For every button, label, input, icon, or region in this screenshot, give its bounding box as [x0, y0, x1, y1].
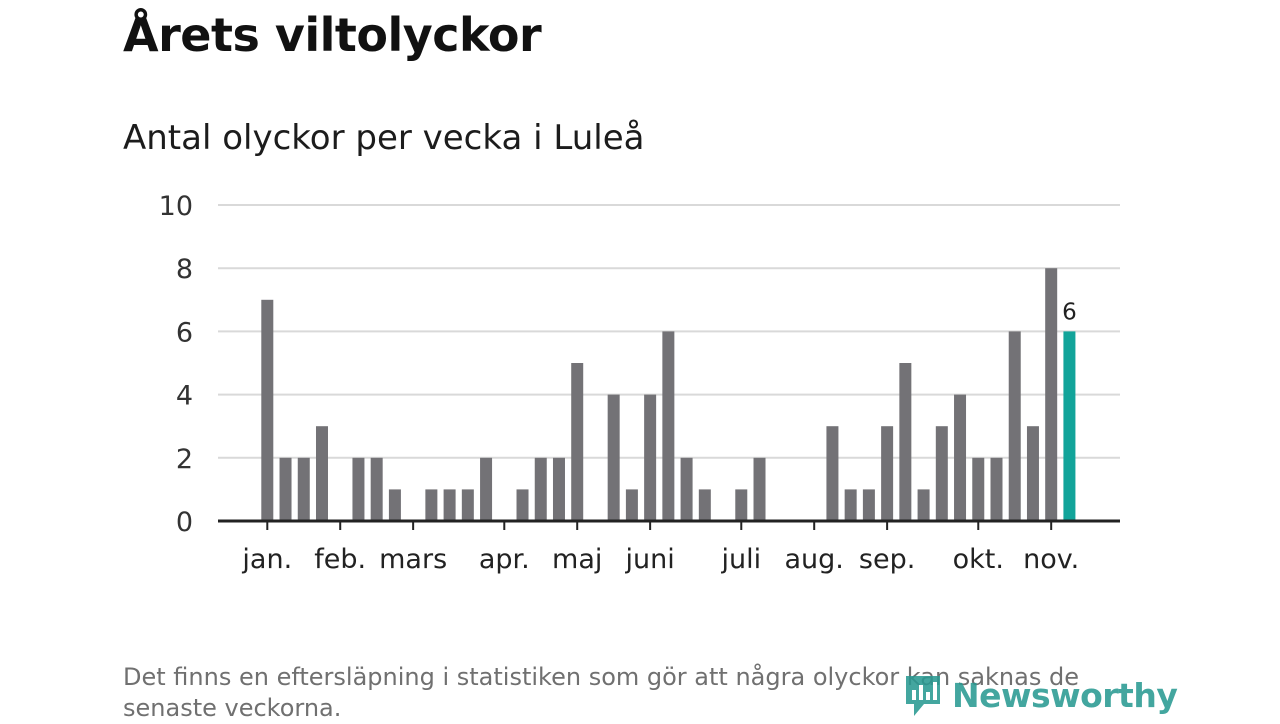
bar — [315, 426, 328, 521]
y-tick-label: 4 — [176, 381, 193, 412]
bar — [881, 426, 894, 521]
bar — [297, 457, 310, 521]
bars — [261, 268, 1076, 521]
bar — [990, 457, 1003, 521]
bar — [571, 363, 584, 521]
bar — [552, 457, 565, 521]
y-tick-label: 8 — [176, 254, 193, 285]
x-axis-ticks: jan. feb. mars apr. maj juni juli aug. sep. okt. n… — [241, 521, 1079, 575]
x-tick-label: sep. — [859, 544, 915, 575]
bar — [480, 457, 493, 521]
newsworthy-logo: Newsworthy — [902, 672, 1178, 718]
x-tick-label: apr. — [479, 544, 530, 575]
bar — [899, 363, 912, 521]
bar — [425, 489, 438, 521]
bar — [644, 394, 657, 521]
x-tick-label: juli — [720, 544, 761, 575]
x-tick-label: okt. — [953, 544, 1004, 575]
highlight-value-label: 6 — [1062, 299, 1077, 325]
bar — [935, 426, 948, 521]
bar — [753, 457, 766, 521]
y-tick-label: 0 — [176, 507, 193, 538]
bar — [625, 489, 638, 521]
bar — [680, 457, 693, 521]
chart-subtitle: Antal olyckor per vecka i Luleå — [123, 118, 645, 158]
bar — [954, 394, 967, 521]
bar — [443, 489, 456, 521]
bar — [862, 489, 875, 521]
bar — [352, 457, 365, 521]
bar — [1026, 426, 1039, 521]
x-tick-label: feb. — [314, 544, 366, 575]
bar — [917, 489, 930, 521]
bar — [534, 457, 547, 521]
bar — [844, 489, 857, 521]
bar — [607, 394, 620, 521]
bar — [698, 489, 711, 521]
bar — [662, 331, 675, 521]
y-tick-label: 2 — [176, 444, 193, 475]
x-tick-label: juni — [625, 544, 675, 575]
bar — [261, 299, 274, 521]
x-tick-label: aug. — [785, 544, 844, 575]
brand-name: Newsworthy — [952, 675, 1178, 715]
bar — [972, 457, 985, 521]
bar — [1008, 331, 1021, 521]
bar-chart: 0 2 4 6 8 10 jan. feb. mars apr. maj juni juli aug. s… — [159, 191, 1120, 575]
bar — [826, 426, 839, 521]
x-tick-label: jan. — [241, 544, 292, 575]
bar — [279, 457, 292, 521]
y-tick-label: 10 — [159, 191, 193, 222]
x-tick-label: maj — [552, 544, 602, 575]
bar — [461, 489, 474, 521]
y-tick-label: 6 — [176, 317, 193, 348]
bar — [370, 457, 383, 521]
x-tick-label: mars — [379, 544, 447, 575]
newsworthy-logo-icon — [906, 676, 940, 716]
y-axis-ticks: 0 2 4 6 8 10 — [159, 191, 193, 538]
chart-title: Årets viltolyckor — [123, 8, 542, 62]
x-tick-label: nov. — [1023, 544, 1079, 575]
bar — [516, 489, 529, 521]
bar — [388, 489, 401, 521]
bar — [735, 489, 748, 521]
bar — [1045, 268, 1058, 521]
bar-highlight — [1063, 331, 1076, 521]
